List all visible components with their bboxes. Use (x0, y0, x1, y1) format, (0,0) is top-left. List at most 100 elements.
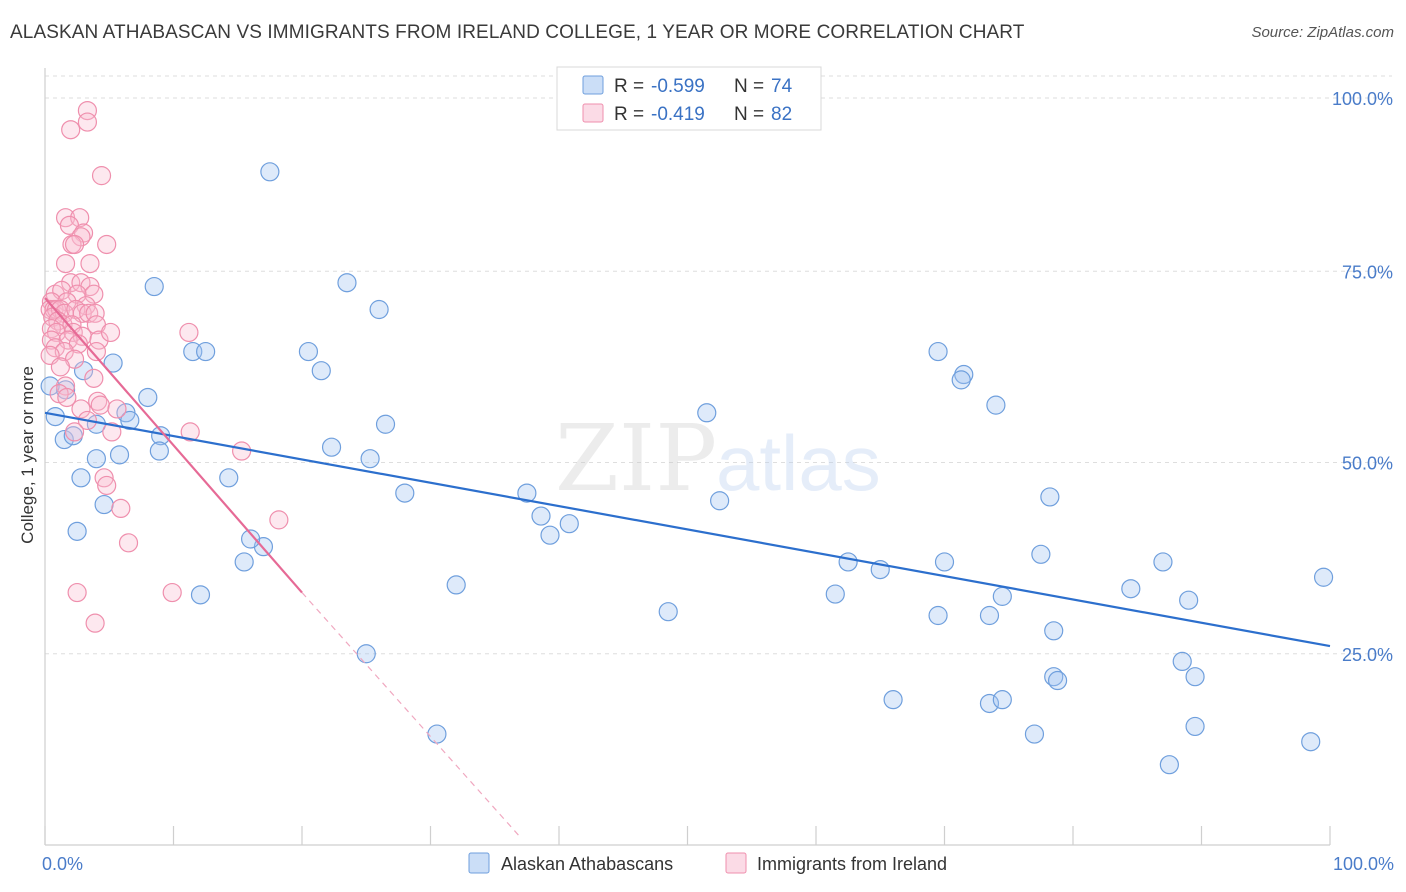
watermark: ZIP atlas (555, 405, 881, 512)
ireland-point-68 (97, 475, 117, 496)
ireland-point-66 (232, 441, 252, 461)
athabascan-point-33 (67, 521, 87, 541)
athabascan-point-64 (1185, 667, 1205, 687)
athabascan-point-68 (1024, 724, 1045, 744)
athabascan-point-58 (992, 586, 1012, 606)
chart-title: ALASKAN ATHABASCAN VS IMMIGRANTS FROM IR… (10, 22, 1025, 43)
athabascan-point-29 (517, 483, 537, 503)
ireland-point-11 (64, 234, 85, 255)
ireland-point-65 (180, 422, 200, 442)
legend-swatch-blue (582, 75, 604, 95)
ireland-point-9 (97, 234, 117, 255)
athabascan-point-38 (928, 341, 948, 362)
legend-swatch-ireland (725, 852, 747, 874)
watermark-zip: ZIP (555, 405, 717, 512)
ireland-point-5 (70, 208, 90, 228)
y-tick-label-2: 50.0% (1342, 454, 1393, 474)
athabascan-point-16 (375, 414, 396, 434)
ireland-point-48 (54, 341, 74, 362)
athabascan-point-14 (120, 410, 140, 431)
legend-n-label-pink: N = (734, 104, 764, 125)
athabascan-point-22 (360, 449, 380, 469)
legend-r-label-blue: R = (614, 76, 644, 97)
legend-r-value-blue: -0.599 (651, 76, 705, 97)
ireland-point-49 (86, 341, 107, 362)
ireland-point-61 (107, 399, 127, 419)
ireland-point-31 (79, 303, 99, 323)
ireland-point-54 (84, 368, 104, 388)
athabascan-point-2 (337, 273, 357, 293)
ireland-point-57 (57, 387, 77, 408)
legend-swatch-pink (582, 103, 604, 123)
legend-swatch-athabascans (468, 852, 490, 874)
athabascan-point-8 (103, 353, 123, 373)
ireland-point-63 (64, 422, 85, 442)
athabascan-point-31 (559, 514, 579, 534)
athabascan-point-69 (427, 724, 447, 744)
watermark-atlas: atlas (716, 419, 881, 507)
ireland-point-20 (84, 284, 104, 304)
athabascan-point-41 (951, 370, 971, 390)
ireland-point-64 (102, 422, 122, 442)
athabascan-point-66 (979, 693, 1000, 714)
athabascan-point-20 (149, 441, 169, 461)
athabascan-point-49 (1031, 544, 1051, 564)
athabascan-point-46 (838, 552, 858, 572)
athabascan-point-3 (369, 299, 389, 320)
ireland-point-3 (91, 166, 112, 186)
ireland-point-69 (111, 498, 131, 518)
ireland-point-60 (71, 399, 91, 419)
athabascan-point-26 (219, 468, 239, 488)
athabascan-point-56 (928, 605, 948, 626)
source-credit: Source: ZipAtlas.com (1251, 24, 1394, 41)
x-tick-labels: 0.0% 100.0% (42, 854, 1394, 874)
ireland-point-2 (61, 120, 81, 140)
ireland-point-53 (50, 357, 71, 377)
athabascan-point-21 (321, 437, 342, 457)
athabascan-point-25 (71, 468, 91, 488)
athabascan-point-35 (241, 529, 261, 549)
athabascan-point-57 (979, 605, 1000, 626)
athabascan-trend-line (44, 411, 1331, 648)
athabascan-point-51 (1153, 552, 1173, 572)
athabascan-point-59 (1044, 621, 1064, 641)
x-tick-label-left: 0.0% (42, 854, 83, 874)
athabascan-point-72 (1159, 755, 1179, 775)
ireland-point-42 (89, 330, 109, 350)
athabascan-point-6 (298, 341, 319, 362)
ireland-point-70 (269, 510, 289, 530)
athabascan-point-32 (540, 525, 560, 545)
athabascan-point-7 (311, 361, 331, 381)
athabascan-point-45 (190, 585, 211, 605)
athabascan-point-55 (658, 602, 678, 622)
x-tick-label-right: 100.0% (1333, 854, 1394, 874)
ireland-point-13 (80, 254, 100, 274)
ireland-point-71 (118, 533, 139, 553)
athabascan-point-5 (196, 341, 216, 362)
trend-lines (44, 297, 1331, 838)
athabascan-point-61 (1044, 667, 1064, 687)
athabascan-point-60 (356, 644, 376, 664)
ireland-point-1 (77, 112, 98, 132)
ireland-trend-line (44, 297, 303, 594)
y-axis-label: College, 1 year or more (18, 366, 37, 544)
athabascan-point-0 (260, 162, 280, 182)
athabascan-point-37 (697, 403, 717, 423)
athabascan-point-71 (1301, 732, 1321, 752)
y-tick-labels: 100.0% 75.0% 50.0% 25.0% (1332, 89, 1393, 665)
ireland-point-72 (67, 582, 87, 603)
athabascan-point-28 (94, 494, 114, 515)
stats-legend: R = -0.599 N = 74 R = -0.419 N = 82 (556, 66, 822, 131)
legend-n-label-blue: N = (734, 76, 764, 97)
ireland-point-0 (77, 100, 98, 121)
legend-label-ireland: Immigrants from Ireland (757, 854, 947, 874)
athabascan-point-65 (883, 690, 903, 710)
athabascan-point-40 (954, 364, 974, 385)
ireland-point-73 (162, 582, 182, 603)
y-tick-label-1: 75.0% (1342, 262, 1393, 282)
ireland-point-59 (90, 395, 110, 415)
ireland-point-67 (94, 468, 114, 488)
athabascan-point-27 (395, 483, 415, 503)
athabascan-point-30 (531, 506, 551, 526)
legend-r-value-pink: -0.419 (651, 104, 705, 125)
